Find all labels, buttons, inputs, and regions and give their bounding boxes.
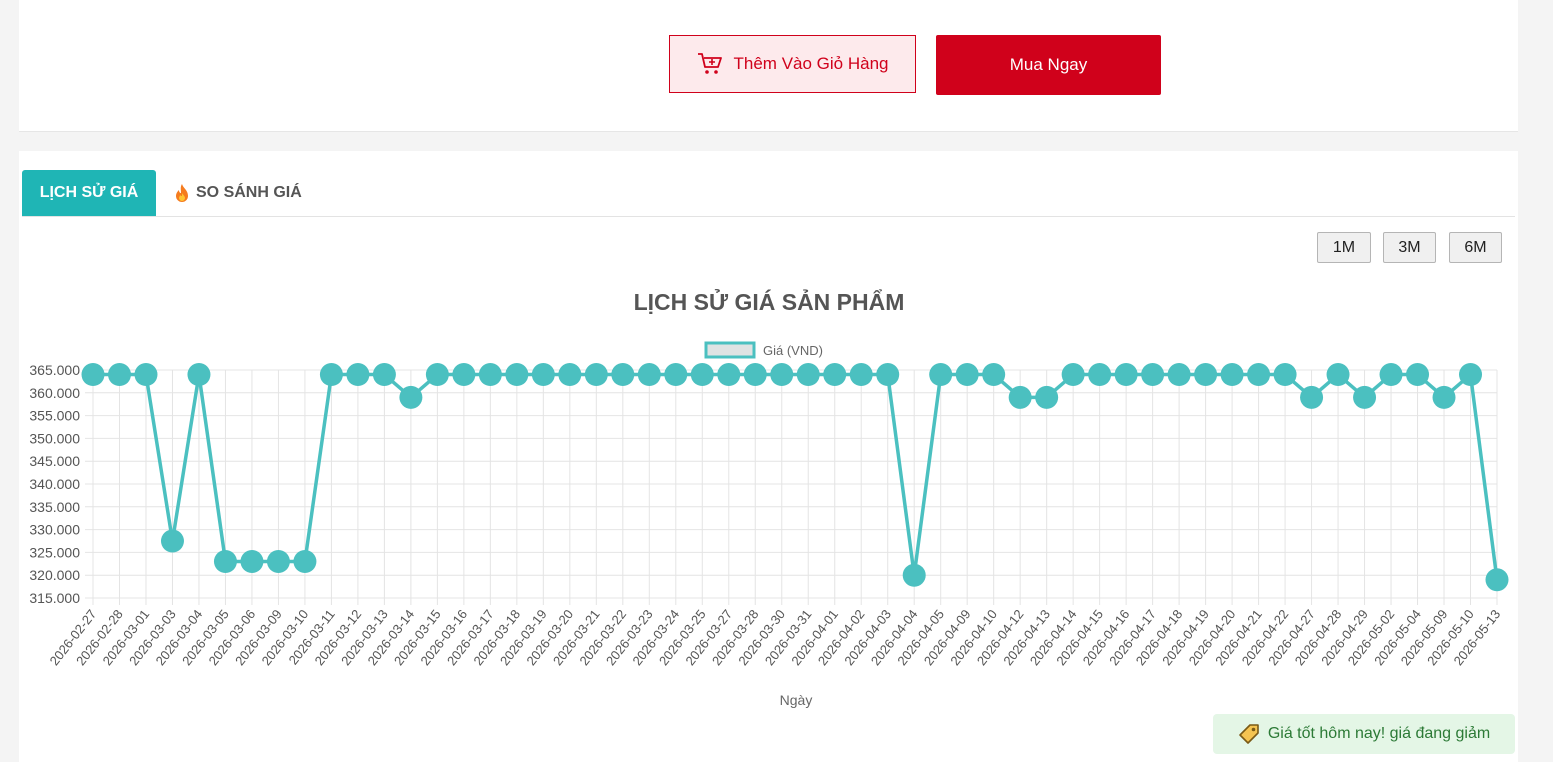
data-point	[107, 363, 131, 387]
data-point	[955, 363, 979, 387]
tab-price-history[interactable]: LỊCH SỬ GIÁ	[22, 170, 156, 216]
y-tick-label: 335.000	[29, 499, 80, 515]
data-point	[319, 363, 343, 387]
data-point	[637, 363, 661, 387]
data-point	[929, 363, 953, 387]
data-point	[1273, 363, 1297, 387]
range-1m-button[interactable]: 1M	[1317, 232, 1371, 263]
price-history-card: LỊCH SỬ GIÁ SO SÁNH GIÁ 1M 3M 6M	[19, 151, 1518, 762]
data-point	[982, 363, 1006, 387]
data-point	[1194, 363, 1218, 387]
tab-compare-label: SO SÁNH GIÁ	[196, 184, 302, 201]
data-point	[823, 363, 847, 387]
data-point	[1485, 568, 1509, 592]
cart-plus-icon	[697, 52, 723, 76]
data-point	[1379, 363, 1403, 387]
data-point	[1061, 363, 1085, 387]
y-tick-label: 340.000	[29, 476, 80, 492]
data-point	[1432, 385, 1456, 409]
y-tick-label: 350.000	[29, 430, 80, 446]
data-point	[505, 363, 529, 387]
fire-icon	[174, 183, 190, 203]
data-point	[902, 563, 926, 587]
data-point	[1247, 363, 1271, 387]
data-point	[611, 363, 635, 387]
data-point	[1459, 363, 1483, 387]
data-point	[81, 363, 105, 387]
add-to-cart-button[interactable]: Thêm Vào Giỏ Hàng	[669, 35, 916, 93]
data-point	[160, 529, 184, 553]
price-tag-icon	[1238, 723, 1260, 745]
range-6m-button[interactable]: 6M	[1449, 232, 1502, 263]
buy-now-button[interactable]: Mua Ngay	[936, 35, 1161, 95]
data-point	[1008, 385, 1032, 409]
data-point	[849, 363, 873, 387]
data-point	[1141, 363, 1165, 387]
data-point	[240, 550, 264, 574]
x-axis-label: Ngày	[780, 692, 813, 708]
chart-title: LỊCH SỬ GIÁ SẢN PHẨM	[634, 287, 905, 315]
data-point	[558, 363, 582, 387]
data-point	[134, 363, 158, 387]
good-price-text: Giá tốt hôm nay! giá đang giảm	[1267, 725, 1491, 742]
data-point	[213, 550, 237, 574]
data-point	[1353, 385, 1377, 409]
data-point	[876, 363, 900, 387]
data-point	[584, 363, 608, 387]
data-point	[187, 363, 211, 387]
data-point	[425, 363, 449, 387]
data-point	[399, 385, 423, 409]
data-point	[266, 550, 290, 574]
tab-bar: LỊCH SỬ GIÁ SO SÁNH GIÁ	[22, 170, 1515, 217]
data-point	[1035, 385, 1059, 409]
y-tick-label: 315.000	[29, 590, 80, 606]
good-price-badge: Giá tốt hôm nay! giá đang giảm	[1213, 714, 1515, 754]
data-point	[1300, 385, 1324, 409]
data-point	[478, 363, 502, 387]
data-point	[1326, 363, 1350, 387]
page-gutter	[1522, 0, 1553, 762]
tab-compare-price[interactable]: SO SÁNH GIÁ	[174, 170, 302, 216]
add-to-cart-label: Thêm Vào Giỏ Hàng	[733, 54, 889, 73]
y-tick-label: 345.000	[29, 453, 80, 469]
series-line	[93, 372, 1499, 580]
data-point	[770, 363, 794, 387]
range-3m-button[interactable]: 3M	[1383, 232, 1436, 263]
legend-label: Giá (VND)	[763, 343, 823, 358]
y-tick-label: 355.000	[29, 408, 80, 424]
data-point	[1220, 363, 1244, 387]
data-point	[346, 363, 370, 387]
data-point	[531, 363, 555, 387]
data-point	[372, 363, 396, 387]
data-point	[690, 363, 714, 387]
data-point	[1088, 363, 1112, 387]
y-tick-label: 330.000	[29, 522, 80, 538]
data-point	[452, 363, 476, 387]
y-tick-label: 365.000	[29, 362, 80, 378]
data-point	[796, 363, 820, 387]
data-point	[743, 363, 767, 387]
data-point	[1167, 363, 1191, 387]
y-tick-label: 320.000	[29, 567, 80, 583]
data-point	[1406, 363, 1430, 387]
data-point	[664, 363, 688, 387]
y-tick-label: 325.000	[29, 544, 80, 560]
data-point	[717, 363, 741, 387]
data-point	[293, 550, 317, 574]
legend-swatch	[704, 341, 756, 359]
y-tick-label: 360.000	[29, 385, 80, 401]
data-point	[1114, 363, 1138, 387]
